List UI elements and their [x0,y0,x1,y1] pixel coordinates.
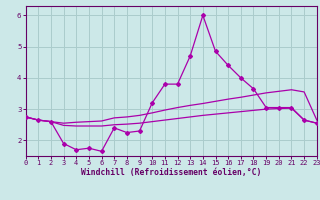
X-axis label: Windchill (Refroidissement éolien,°C): Windchill (Refroidissement éolien,°C) [81,168,261,177]
